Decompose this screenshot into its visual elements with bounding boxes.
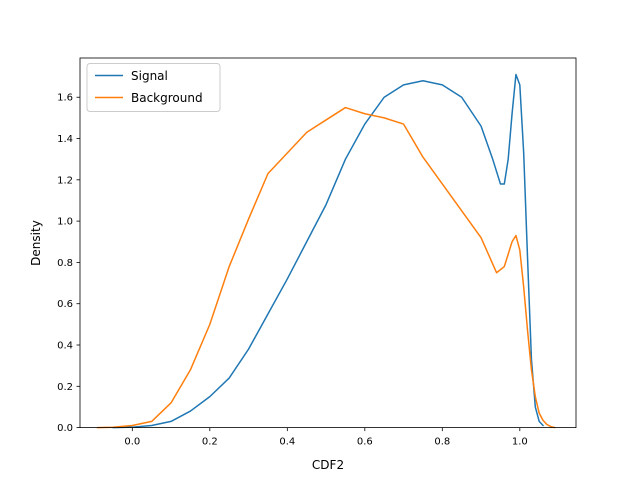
series-line-background	[96, 106, 556, 429]
x-axis-label: CDF2	[312, 458, 344, 472]
legend-label-background: Background	[131, 91, 203, 105]
y-tick-label: 0.2	[57, 382, 73, 393]
x-axis-ticks: 0.0 0.2 0.4 0.6 0.8 1.0	[124, 427, 528, 448]
y-tick-label: 1.2	[57, 175, 73, 186]
y-tick-label: 0.8	[57, 258, 73, 269]
y-tick-label: 1.0	[57, 217, 73, 228]
x-tick-label: 1.0	[512, 437, 528, 448]
y-tick-label: 0.6	[57, 299, 73, 310]
y-axis-ticks: 0.0 0.2 0.4 0.6 0.8 1.0 1.2 1.4 1.6	[57, 93, 80, 434]
y-tick-label: 0.4	[57, 341, 73, 352]
x-tick-label: 0.4	[279, 437, 295, 448]
legend-label-signal: Signal	[131, 69, 168, 83]
y-tick-label: 1.6	[57, 93, 73, 104]
y-axis-label: Density	[29, 220, 43, 266]
x-tick-label: 0.8	[434, 437, 450, 448]
y-tick-label: 0.0	[57, 423, 73, 434]
plot-frame	[79, 57, 577, 429]
y-tick-label: 1.4	[57, 134, 73, 145]
legend: Signal Background	[86, 63, 221, 112]
x-tick-label: 0.0	[124, 437, 140, 448]
series-line-signal	[112, 73, 544, 429]
x-tick-label: 0.6	[357, 437, 373, 448]
x-tick-label: 0.2	[202, 437, 218, 448]
plot-lines	[96, 73, 556, 429]
